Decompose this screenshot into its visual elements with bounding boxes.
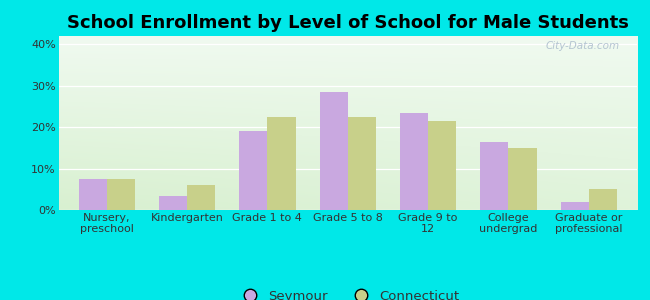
Bar [267, 117, 296, 210]
Bar [508, 148, 536, 210]
Bar [239, 131, 267, 210]
Bar [159, 196, 187, 210]
Bar [480, 142, 508, 210]
Bar [428, 121, 456, 210]
Bar [348, 117, 376, 210]
Text: City-Data.com: City-Data.com [545, 41, 619, 51]
Bar [107, 179, 135, 210]
Bar [320, 92, 348, 210]
Bar [561, 202, 589, 210]
Title: School Enrollment by Level of School for Male Students: School Enrollment by Level of School for… [67, 14, 629, 32]
Bar [79, 179, 107, 210]
Bar [400, 112, 428, 210]
Bar [187, 185, 215, 210]
Legend: Seymour, Connecticut: Seymour, Connecticut [231, 284, 464, 300]
Bar [589, 189, 617, 210]
